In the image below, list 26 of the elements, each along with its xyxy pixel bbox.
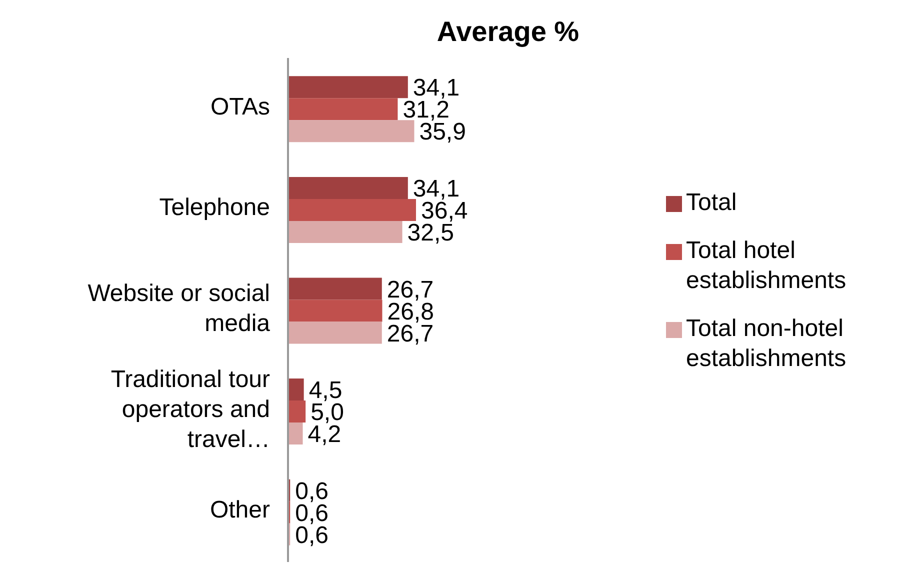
bar xyxy=(288,322,382,344)
bar xyxy=(288,400,306,423)
bar xyxy=(288,300,382,322)
data-label: 34,1 xyxy=(412,175,460,202)
bar xyxy=(288,98,398,120)
data-label: 34,1 xyxy=(412,74,460,102)
bar xyxy=(288,220,402,243)
bar xyxy=(288,198,416,221)
y-tick-label: Website or social media xyxy=(88,280,271,338)
data-label: 0,6 xyxy=(295,478,328,505)
bar xyxy=(288,76,408,98)
text: Average % xyxy=(436,16,580,48)
bar xyxy=(288,176,408,199)
y-tick-label: Traditional tour operators and travel… xyxy=(110,366,270,454)
bar xyxy=(288,378,304,401)
y-tick-label: Telephone xyxy=(159,194,270,222)
bar xyxy=(288,120,414,142)
legend-label: Total non-hotel establishments xyxy=(686,314,848,374)
y-tick-label: OTAs xyxy=(210,94,270,121)
legend-label: Total xyxy=(686,188,738,218)
bar xyxy=(288,278,382,300)
legend-label: Total hotel establishments xyxy=(686,236,848,296)
y-tick-label: Other xyxy=(210,496,270,524)
data-label: 4,5 xyxy=(308,377,342,404)
data-label: 26,7 xyxy=(386,276,434,304)
bar xyxy=(288,422,303,445)
